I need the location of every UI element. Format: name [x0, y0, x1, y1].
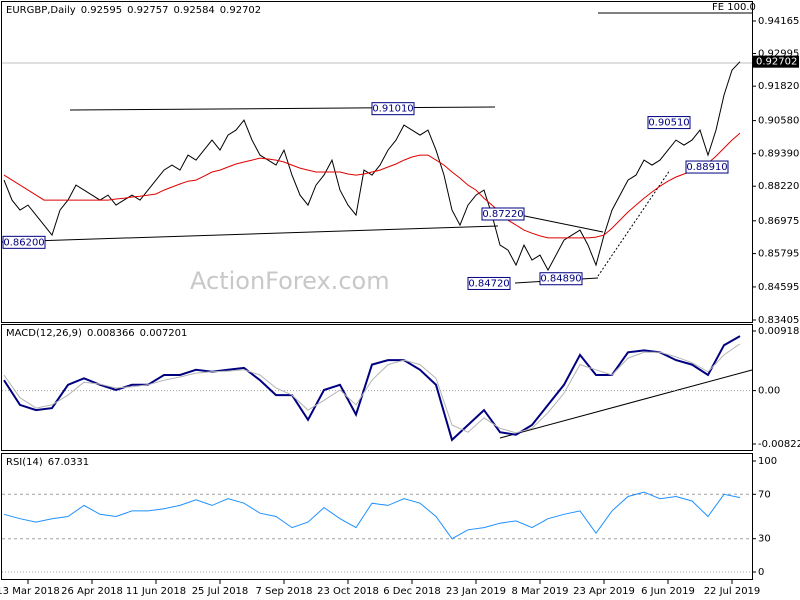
- y-tick-label: 0.92995: [758, 49, 799, 60]
- level-box: [685, 160, 729, 174]
- macd-title: MACD(12,26,9): [6, 328, 82, 339]
- last-price-label: 0.92702: [756, 57, 797, 68]
- level-box: [2, 235, 46, 249]
- y-tick-label: 0.88220: [758, 181, 799, 192]
- x-tick-label: 6 Dec 2018: [383, 586, 441, 597]
- macd-panel: [1, 324, 753, 451]
- series-line: [3, 491, 741, 540]
- rsi-title: RSI(14): [6, 457, 43, 468]
- rsi-panel: [1, 453, 753, 580]
- series-line: [3, 132, 741, 239]
- y-tick-label: 0.94165: [758, 16, 799, 27]
- x-tick-label: 23 Jan 2019: [446, 586, 506, 597]
- level-box: [539, 272, 583, 286]
- low: 0.92584: [173, 5, 214, 16]
- watermark: ActionForex.com: [190, 267, 390, 295]
- y-tick-label: 0.89390: [758, 149, 799, 160]
- x-tick-label: 23 Oct 2018: [317, 586, 379, 597]
- projection-line: [597, 169, 671, 277]
- y-tick-label: 30: [758, 534, 771, 545]
- level-label: 0.91010: [372, 104, 413, 115]
- y-tick-label: 0.00: [758, 386, 780, 397]
- trendline: [514, 213, 604, 233]
- macd-trendline: [499, 369, 753, 439]
- rsi-value: 67.0331: [48, 457, 89, 468]
- y-tick-label: 100: [758, 456, 777, 467]
- x-tick-label: 13 Mar 2018: [0, 586, 60, 597]
- level-label: 0.84720: [468, 278, 509, 289]
- macd-header: MACD(12,26,9) 0.008366 0.007201: [6, 328, 187, 339]
- x-tick-label: 7 Sep 2018: [255, 586, 312, 597]
- level-box: [647, 116, 691, 130]
- trendline: [69, 106, 496, 111]
- level-box: [467, 276, 511, 290]
- y-tick-label: 0.83405: [758, 315, 799, 326]
- level-box: [371, 102, 415, 116]
- rsi-header: RSI(14) 67.0331: [6, 457, 89, 468]
- level-label: 0.90510: [648, 118, 689, 129]
- last-price-box: [753, 55, 799, 68]
- y-tick-label: 70: [758, 489, 771, 500]
- x-tick-label: 23 Apr 2019: [573, 586, 635, 597]
- y-tick-label: -0.008225: [758, 439, 800, 450]
- y-tick-label: 0.84595: [758, 282, 799, 293]
- trendline: [1, 225, 499, 243]
- x-tick-label: 26 Apr 2018: [61, 586, 123, 597]
- y-tick-label: 0.86975: [758, 216, 799, 227]
- y-tick-label: 0.90580: [758, 116, 799, 127]
- x-tick-label: 6 Jun 2019: [641, 586, 695, 597]
- open: 0.92595: [81, 5, 122, 16]
- x-tick-label: 11 Jun 2018: [126, 586, 186, 597]
- y-tick-label: 0.91820: [758, 81, 799, 92]
- price-panel: [1, 1, 753, 323]
- signal-value: 0.007201: [140, 328, 188, 339]
- level-label: 0.88910: [686, 162, 727, 173]
- close: 0.92702: [220, 5, 261, 16]
- macd-value: 0.008366: [87, 328, 135, 339]
- level-label: 0.84890: [540, 274, 581, 285]
- symbol: EURGBP,Daily: [6, 5, 76, 16]
- symbol-header: EURGBP,Daily 0.92595 0.92757 0.92584 0.92702: [6, 5, 261, 16]
- y-tick-label: 0.009181: [758, 326, 800, 337]
- series-line: [3, 343, 741, 434]
- y-tick-label: 0.85795: [758, 249, 799, 260]
- high: 0.92757: [127, 5, 168, 16]
- series-line: [3, 61, 741, 272]
- level-label: 0.87220: [482, 209, 523, 220]
- x-tick-label: 8 Mar 2019: [511, 586, 568, 597]
- y-tick-label: 0: [758, 567, 764, 578]
- level-label: 0.86200: [3, 237, 44, 248]
- series-line: [3, 335, 741, 442]
- level-box: [481, 207, 525, 221]
- x-tick-label: 22 Jul 2019: [704, 586, 761, 597]
- x-tick-label: 25 Jul 2018: [192, 586, 249, 597]
- fe-label: FE 100.0: [712, 2, 756, 13]
